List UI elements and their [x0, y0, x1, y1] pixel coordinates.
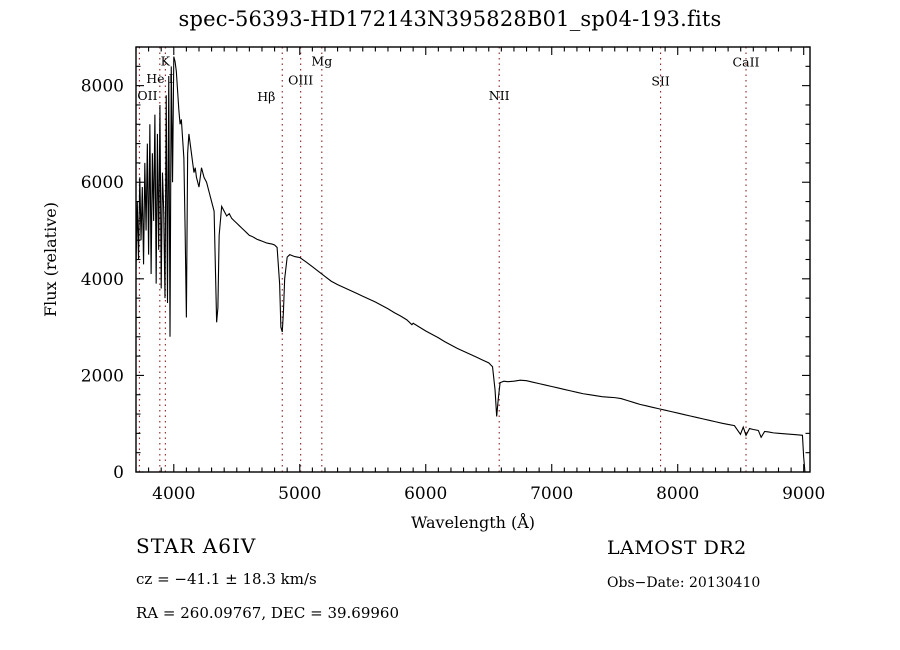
y-tick-label: 6000 — [81, 173, 124, 193]
x-tick-label: 4000 — [152, 484, 195, 504]
survey-label: LAMOST DR2 — [607, 537, 747, 559]
plot-frame — [135, 46, 811, 473]
y-tick-label: 8000 — [81, 77, 124, 97]
observation-date-label: Obs−Date: 20130410 — [607, 575, 761, 591]
line-label-nii: NII — [489, 88, 510, 103]
spectrum-trace — [135, 56, 806, 473]
y-tick-label: 0 — [113, 463, 124, 483]
object-class-label: STAR A6IV — [136, 534, 257, 558]
coordinates-label: RA = 260.09767, DEC = 39.69960 — [136, 604, 400, 622]
line-label-oiii: OIII — [288, 73, 313, 88]
x-tick-label: 7000 — [530, 484, 573, 504]
line-label-sii: SII — [651, 74, 670, 89]
page-title: spec-56393-HD172143N395828B01_sp04-193.f… — [178, 7, 722, 31]
line-label-hei: He I — [146, 71, 173, 86]
line-label-oii: OII — [137, 88, 157, 103]
line-label-mg: Mg — [311, 53, 332, 68]
line-label-caii: CaII — [733, 54, 760, 69]
y-axis-title: Flux (relative) — [41, 202, 60, 317]
y-tick-label: 4000 — [81, 270, 124, 290]
x-axis-title: Wavelength (Å) — [411, 512, 535, 532]
x-tick-label: 9000 — [782, 484, 825, 504]
y-tick-label: 2000 — [81, 366, 124, 386]
x-tick-label: 6000 — [404, 484, 447, 504]
x-tick-label: 5000 — [278, 484, 321, 504]
line-label-k: K — [161, 53, 171, 68]
redshift-velocity-label: cz = −41.1 ± 18.3 km/s — [136, 570, 317, 588]
x-tick-label: 8000 — [656, 484, 699, 504]
line-label-h: Hβ — [257, 89, 275, 104]
